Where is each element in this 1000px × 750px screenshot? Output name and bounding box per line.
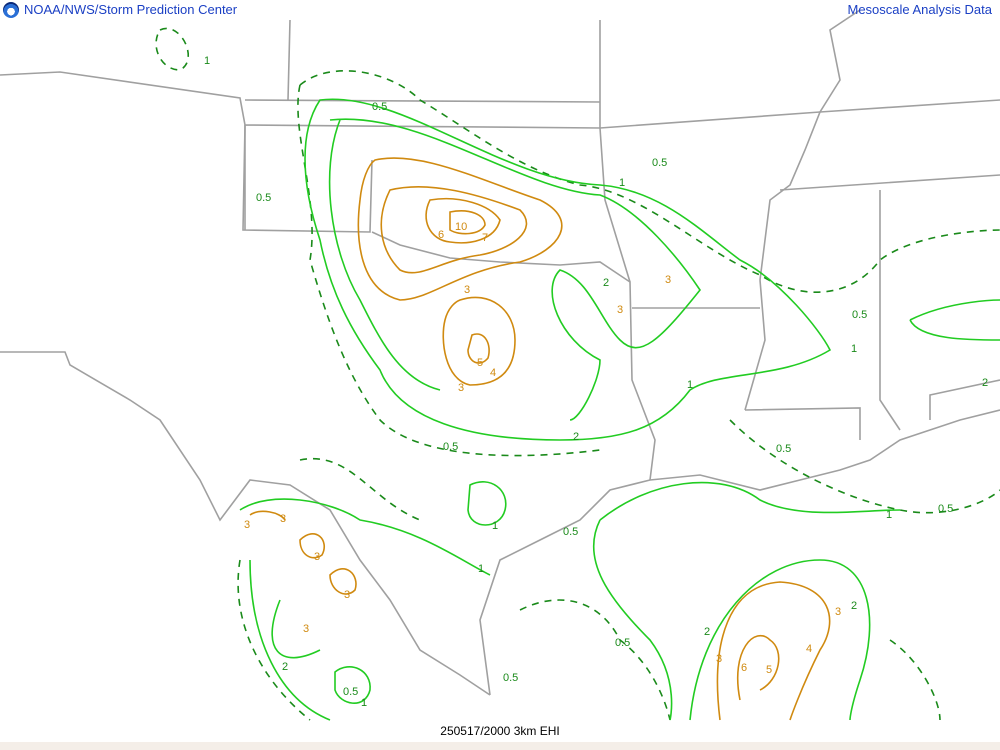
contour-label: 6 bbox=[741, 662, 747, 674]
noaa-logo-icon bbox=[3, 2, 19, 18]
contour-labels: 1 0.5 0.5 0.5 1 3 6 7 10 3 3 5 4 3 2 1 2… bbox=[204, 55, 988, 709]
ehi-contour bbox=[716, 581, 831, 721]
contour-label: 3 bbox=[458, 382, 464, 394]
contour-label: 2 bbox=[982, 377, 988, 389]
contour-label: 3 bbox=[617, 304, 623, 316]
product-title: Mesoscale Analysis Data bbox=[847, 2, 992, 17]
ehi-contour bbox=[467, 481, 507, 526]
ehi-contour bbox=[909, 299, 1000, 341]
contour-label: 1 bbox=[492, 520, 498, 532]
contour-label: 5 bbox=[477, 357, 483, 369]
contour-label: 4 bbox=[806, 643, 812, 655]
ehi-contour bbox=[334, 666, 371, 704]
ehi-contour bbox=[449, 210, 486, 235]
bottom-strip bbox=[0, 742, 1000, 750]
contour-label: 2 bbox=[282, 661, 288, 673]
boundary-line bbox=[479, 409, 1000, 696]
contour-label: 3 bbox=[244, 519, 250, 531]
contour-label: 0.5 bbox=[343, 686, 358, 698]
contour-label: 2 bbox=[573, 431, 579, 443]
contour-label: 3 bbox=[716, 653, 722, 665]
contour-label: 0.5 bbox=[938, 503, 953, 515]
contour-label: 0.5 bbox=[852, 309, 867, 321]
ehi-contours bbox=[155, 27, 1000, 721]
contour-label: 1 bbox=[851, 343, 857, 355]
ehi-contour bbox=[237, 457, 421, 721]
contour-label: 0.5 bbox=[776, 443, 791, 455]
contour-label: 3 bbox=[280, 513, 286, 525]
contour-label: 2 bbox=[603, 277, 609, 289]
map-caption: 250517/2000 3km EHI bbox=[440, 724, 560, 738]
ehi-contour bbox=[380, 185, 528, 274]
contour-label: 0.5 bbox=[563, 526, 578, 538]
agency-title: NOAA/NWS/Storm Prediction Center bbox=[24, 2, 238, 17]
contour-label: 3 bbox=[344, 589, 350, 601]
boundary-line bbox=[244, 19, 601, 128]
contour-label: 1 bbox=[619, 177, 625, 189]
ehi-contour bbox=[689, 559, 871, 721]
contour-label: 0.5 bbox=[652, 157, 667, 169]
ehi-contour bbox=[357, 157, 563, 301]
ehi-contour bbox=[442, 296, 516, 386]
contour-label: 3 bbox=[314, 551, 320, 563]
contour-label: 3 bbox=[835, 606, 841, 618]
contour-label: 1 bbox=[361, 697, 367, 709]
boundary-line bbox=[0, 124, 491, 696]
ehi-contour bbox=[155, 27, 190, 71]
ehi-contour bbox=[467, 333, 490, 364]
ehi-contour bbox=[729, 419, 1000, 514]
ehi-contour bbox=[592, 481, 901, 721]
ehi-contour bbox=[519, 599, 941, 721]
contour-label: 1 bbox=[886, 509, 892, 521]
contour-label: 2 bbox=[851, 600, 857, 612]
boundary-line bbox=[371, 231, 656, 481]
state-borders bbox=[0, 9, 1000, 696]
contour-label: 0.5 bbox=[372, 101, 387, 113]
contour-label: 10 bbox=[455, 221, 467, 233]
ehi-map: 1 0.5 0.5 0.5 1 3 6 7 10 3 3 5 4 3 2 1 2… bbox=[0, 9, 1000, 721]
ehi-contour bbox=[328, 118, 701, 421]
ehi-contour bbox=[304, 98, 832, 441]
ehi-contour bbox=[297, 84, 601, 457]
contour-label: 6 bbox=[438, 229, 444, 241]
boundary-line bbox=[744, 174, 1000, 440]
contour-label: 0.5 bbox=[443, 441, 458, 453]
ehi-contour bbox=[425, 197, 501, 244]
contour-label: 0.5 bbox=[256, 192, 271, 204]
ehi-contour bbox=[239, 498, 491, 721]
contour-label: 2 bbox=[704, 626, 710, 638]
contour-label: 3 bbox=[303, 623, 309, 635]
contour-label: 4 bbox=[490, 367, 496, 379]
ehi-contour bbox=[299, 70, 1000, 293]
contour-label: 3 bbox=[665, 274, 671, 286]
contour-label: 0.5 bbox=[615, 637, 630, 649]
boundary-line bbox=[744, 279, 766, 411]
contour-label: 1 bbox=[687, 379, 693, 391]
contour-label: 5 bbox=[766, 664, 772, 676]
boundary-line bbox=[599, 9, 861, 309]
contour-label: 0.5 bbox=[503, 672, 518, 684]
contour-label: 1 bbox=[204, 55, 210, 67]
contour-label: 1 bbox=[478, 563, 484, 575]
contour-label: 3 bbox=[464, 284, 470, 296]
ehi-contour bbox=[736, 634, 780, 701]
contour-label: 7 bbox=[482, 232, 488, 244]
ehi-contour bbox=[249, 510, 357, 595]
